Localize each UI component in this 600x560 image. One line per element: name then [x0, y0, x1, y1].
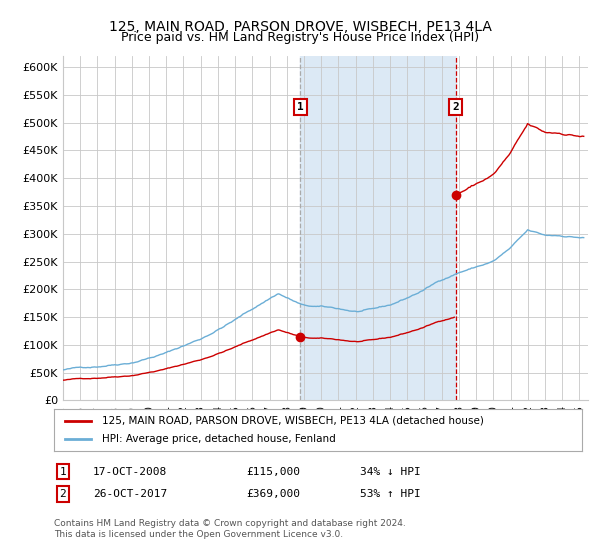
HPI: Average price, detached house, Fenland: (2.01e+03, 1.88e+05): Average price, detached house, Fenland: … [280, 293, 287, 300]
Text: HPI: Average price, detached house, Fenland: HPI: Average price, detached house, Fenl… [101, 434, 335, 444]
HPI: Average price, detached house, Fenland: (2.03e+03, 2.93e+05): Average price, detached house, Fenland: … [580, 234, 587, 241]
Text: £115,000: £115,000 [246, 466, 300, 477]
Text: 26-OCT-2017: 26-OCT-2017 [93, 489, 167, 499]
Text: 125, MAIN ROAD, PARSON DROVE, WISBECH, PE13 4LA: 125, MAIN ROAD, PARSON DROVE, WISBECH, P… [109, 20, 491, 34]
HPI: Average price, detached house, Fenland: (2e+03, 9.5e+04): Average price, detached house, Fenland: … [176, 344, 183, 351]
Text: 2: 2 [452, 102, 459, 112]
Text: 1: 1 [59, 466, 67, 477]
HPI: Average price, detached house, Fenland: (2e+03, 5.88e+04): Average price, detached house, Fenland: … [87, 365, 94, 371]
125, MAIN ROAD, PARSON DROVE, WISBECH, PE13 4LA (detached house) [354, 338, 361, 345]
HPI: Average price, detached house, Fenland: (2e+03, 6.38e+04): Average price, detached house, Fenland: … [110, 362, 117, 368]
Text: Contains HM Land Registry data © Crown copyright and database right 2024.
This d: Contains HM Land Registry data © Crown c… [54, 520, 406, 539]
Text: 34% ↓ HPI: 34% ↓ HPI [360, 466, 421, 477]
HPI: Average price, detached house, Fenland: (2e+03, 5.5e+04): Average price, detached house, Fenland: … [59, 366, 67, 373]
125, MAIN ROAD, PARSON DROVE, WISBECH, PE13 4LA (detached house) [442, 316, 449, 323]
Text: £369,000: £369,000 [246, 489, 300, 499]
Text: 2: 2 [59, 489, 67, 499]
Line: 125, MAIN ROAD, PARSON DROVE, WISBECH, PE13 4LA (detached house): 125, MAIN ROAD, PARSON DROVE, WISBECH, P… [302, 317, 454, 342]
125, MAIN ROAD, PARSON DROVE, WISBECH, PE13 4LA (detached house) [451, 314, 458, 320]
125, MAIN ROAD, PARSON DROVE, WISBECH, PE13 4LA (detached house) [298, 334, 305, 340]
Text: 17-OCT-2008: 17-OCT-2008 [93, 466, 167, 477]
Text: 1: 1 [297, 102, 304, 112]
125, MAIN ROAD, PARSON DROVE, WISBECH, PE13 4LA (detached house) [407, 328, 415, 335]
Text: Price paid vs. HM Land Registry's House Price Index (HPI): Price paid vs. HM Land Registry's House … [121, 31, 479, 44]
125, MAIN ROAD, PARSON DROVE, WISBECH, PE13 4LA (detached house) [415, 326, 422, 333]
125, MAIN ROAD, PARSON DROVE, WISBECH, PE13 4LA (detached house) [422, 323, 429, 330]
HPI: Average price, detached house, Fenland: (2e+03, 1.02e+05): Average price, detached house, Fenland: … [186, 340, 193, 347]
Bar [301, 56, 455, 400]
125, MAIN ROAD, PARSON DROVE, WISBECH, PE13 4LA (detached house) [344, 338, 352, 344]
HPI: Average price, detached house, Fenland: (2.02e+03, 2.3e+05): Average price, detached house, Fenland: … [455, 269, 462, 276]
HPI: Average price, detached house, Fenland: (2.02e+03, 3.07e+05): Average price, detached house, Fenland: … [524, 226, 531, 233]
Text: 53% ↑ HPI: 53% ↑ HPI [360, 489, 421, 499]
Line: HPI: Average price, detached house, Fenland: HPI: Average price, detached house, Fenl… [63, 230, 584, 370]
125, MAIN ROAD, PARSON DROVE, WISBECH, PE13 4LA (detached house) [435, 318, 442, 325]
Text: 125, MAIN ROAD, PARSON DROVE, WISBECH, PE13 4LA (detached house): 125, MAIN ROAD, PARSON DROVE, WISBECH, P… [101, 416, 484, 426]
